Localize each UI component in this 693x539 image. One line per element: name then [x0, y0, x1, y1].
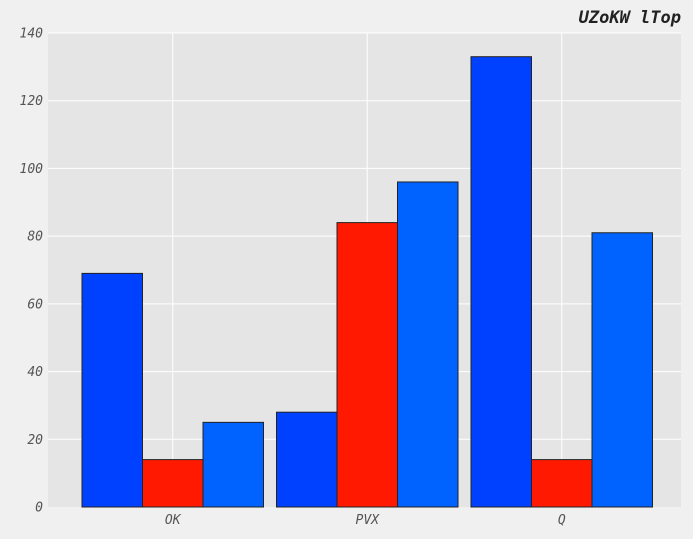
bar	[397, 181, 459, 508]
x-tick-label: Q	[558, 513, 566, 528]
y-tick-label: 0	[35, 501, 43, 516]
bar	[202, 421, 264, 508]
y-tick-label: 80	[27, 230, 43, 245]
y-tick-label: 140	[20, 27, 44, 42]
y-tick-label: 120	[20, 94, 44, 109]
bar	[142, 459, 204, 508]
x-tick-label: PVX	[356, 513, 381, 528]
bar	[276, 411, 338, 508]
y-tick-label: 100	[20, 162, 44, 177]
x-tick-label: OK	[165, 513, 182, 528]
bars	[81, 56, 653, 508]
y-tick-label: 40	[27, 365, 43, 380]
bar	[470, 56, 532, 508]
chart-title: UZoKW lTop	[579, 8, 681, 28]
y-axis-ticks: 0 20 40 60 80 100 120 140	[20, 27, 44, 516]
bar	[336, 222, 398, 508]
y-tick-label: 20	[27, 433, 43, 448]
x-axis-ticks: OK PVX Q	[165, 513, 566, 528]
bar	[81, 272, 143, 508]
y-tick-label: 60	[27, 297, 43, 312]
bar	[531, 459, 593, 508]
bar	[591, 232, 653, 508]
